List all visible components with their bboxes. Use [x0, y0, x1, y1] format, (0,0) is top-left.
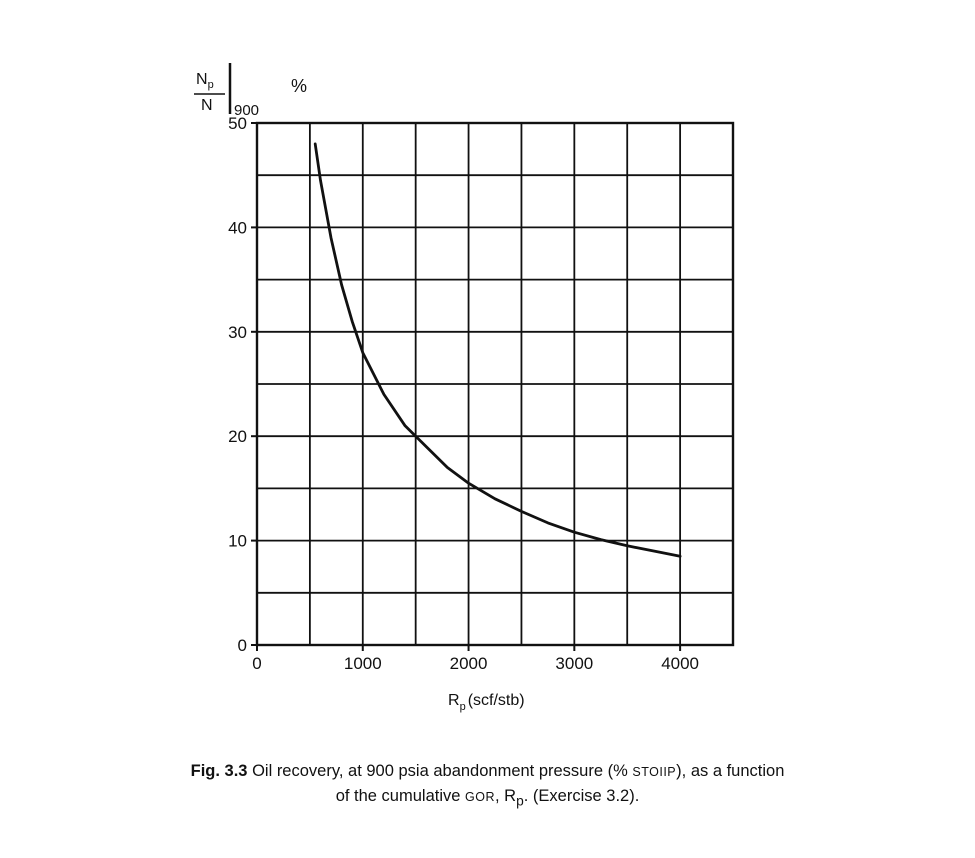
y-tick-label: 40: [228, 218, 247, 237]
caption-stoiip: STOIIP: [632, 765, 677, 779]
caption-rp-sub: p: [516, 793, 524, 809]
x-tick-label: 0: [252, 654, 261, 673]
y-label-denominator: N: [201, 97, 213, 114]
y-label-numerator: Np: [196, 71, 214, 91]
figure-caption-line-1: Fig. 3.3 Oil recovery, at 900 psia aband…: [0, 762, 975, 781]
tick-labels: 0 10 20 30 40 50 0 1000 2000 3000 4000: [228, 114, 699, 673]
y-tick-label: 50: [228, 114, 247, 133]
y-tick-label: 0: [238, 636, 247, 655]
y-tick-label: 10: [228, 532, 247, 551]
grid: [257, 123, 733, 645]
plot-frame: [255, 121, 735, 647]
x-tick-label: 1000: [344, 654, 382, 673]
y-label-unit: %: [291, 76, 307, 96]
x-tick-label: 3000: [555, 654, 593, 673]
caption-text-2c: . (Exercise 3.2).: [523, 787, 640, 805]
x-tick-label: 4000: [661, 654, 699, 673]
y-tick-label: 30: [228, 323, 247, 342]
caption-text-2b: , R: [495, 787, 517, 805]
y-tick-label: 20: [228, 427, 247, 446]
series: [313, 142, 682, 558]
x-tick-label: 2000: [450, 654, 488, 673]
caption-text-2a: of the cumulative: [335, 787, 461, 805]
caption-gor: GOR: [465, 790, 495, 804]
x-axis-label: Rp (scf/stb): [448, 692, 525, 713]
axes: [251, 121, 735, 651]
y-axis-label: Np N 900 %: [194, 63, 307, 119]
figure-number: Fig. 3.3: [190, 762, 248, 780]
figure-caption-line-2: of the cumulative GOR, Rp. (Exercise 3.2…: [0, 787, 975, 808]
series-line: [313, 142, 682, 558]
caption-text-1a: Oil recovery, at 900 psia abandonment pr…: [252, 762, 628, 780]
y-label-eval: 900: [234, 102, 259, 119]
caption-text-1b: ), as a function: [676, 762, 785, 780]
